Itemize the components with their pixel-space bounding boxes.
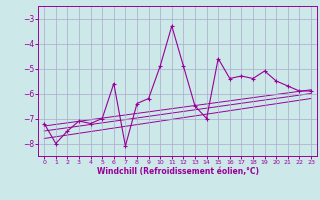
X-axis label: Windchill (Refroidissement éolien,°C): Windchill (Refroidissement éolien,°C): [97, 167, 259, 176]
